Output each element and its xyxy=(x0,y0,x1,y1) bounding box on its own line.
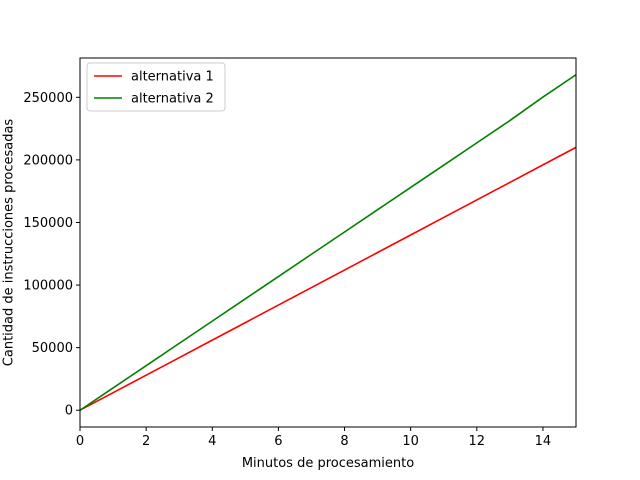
legend-frame xyxy=(86,62,226,112)
x-tick-label: 8 xyxy=(340,434,348,449)
y-axis-label: Cantidad de instrucciones procesadas xyxy=(2,119,17,367)
y-tick-label: 250000 xyxy=(23,91,73,106)
legend-label-1: alternativa 1 xyxy=(131,70,214,85)
series-line-2 xyxy=(79,74,577,411)
plot-area-frame xyxy=(79,57,577,428)
legend: alternativa 1 alternativa 2 xyxy=(86,62,226,112)
y-tick-label: 150000 xyxy=(23,216,73,231)
y-tick-label: 50000 xyxy=(32,341,73,356)
x-axis-label: Minutos de procesamiento xyxy=(242,456,414,471)
y-tick-label: 100000 xyxy=(23,279,73,294)
y-tick-label: 200000 xyxy=(23,153,73,168)
y-tick-label: 0 xyxy=(65,404,73,419)
x-tick-label: 4 xyxy=(208,434,216,449)
lines-layer xyxy=(79,74,577,411)
x-tick-label: 12 xyxy=(469,434,486,449)
legend-label-2: alternativa 2 xyxy=(131,92,214,107)
series-line-1 xyxy=(79,146,577,411)
y-axis: 0 50000 100000 150000 200000 250000 xyxy=(23,91,80,419)
x-tick-label: 6 xyxy=(274,434,282,449)
x-tick-label: 14 xyxy=(535,434,552,449)
x-tick-label: 0 xyxy=(76,434,84,449)
x-tick-label: 10 xyxy=(402,434,419,449)
x-axis: 0 2 4 6 8 10 12 14 xyxy=(76,427,551,449)
x-tick-label: 2 xyxy=(142,434,150,449)
